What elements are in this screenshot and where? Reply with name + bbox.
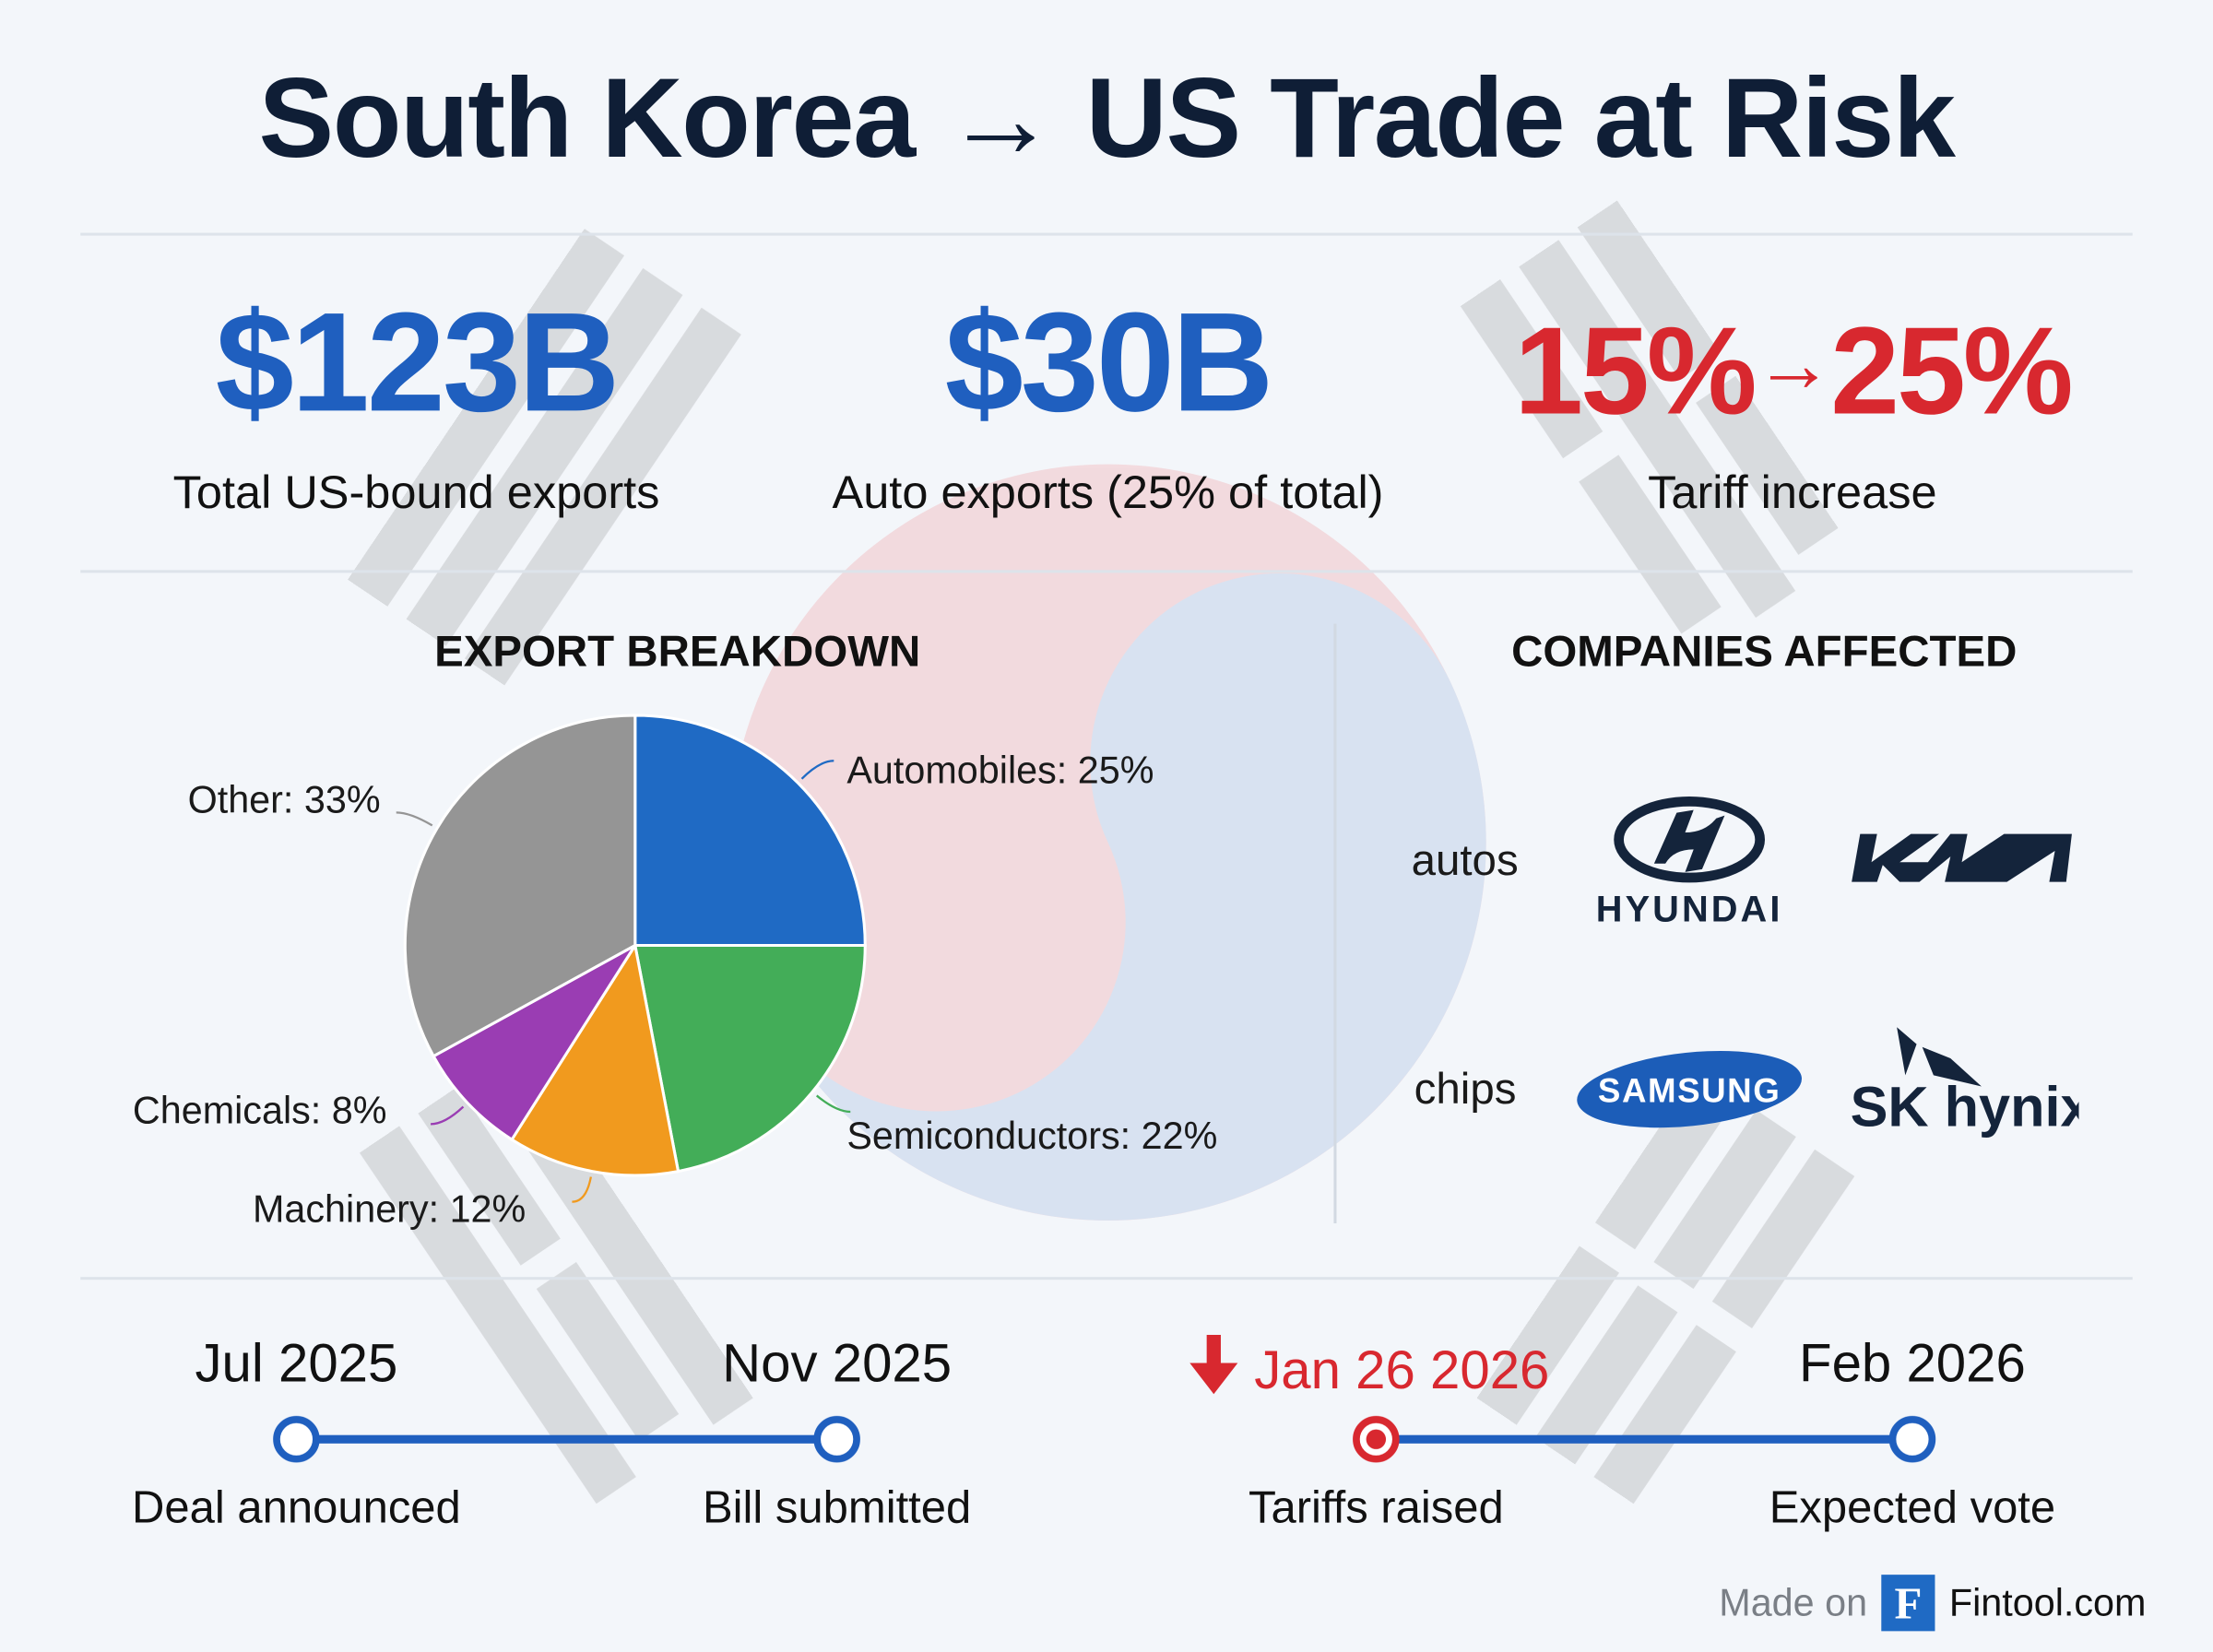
timeline-label: Bill submitted [702, 1481, 972, 1533]
divider [1333, 623, 1337, 1224]
pie-label-semiconductors: Semiconductors: 22% [846, 1115, 1218, 1158]
svg-text:SAMSUNG: SAMSUNG [1598, 1071, 1781, 1109]
svg-text:HYUNDAI: HYUNDAI [1596, 889, 1783, 929]
fintool-link[interactable]: Fintool.com [1948, 1581, 2147, 1623]
sk-hynix-logo: SK hynix [1851, 1027, 2079, 1138]
kpi-auto-exports-label: Auto exports (25% of total) [832, 466, 1384, 518]
kpi-tariff-value: 15%→25% [1439, 299, 2145, 442]
pie-leader-line [800, 760, 834, 780]
pie-label-automobiles: Automobiles: 25% [846, 749, 1154, 792]
pie-label-other: Other: 33% [187, 778, 381, 821]
category-chips: chips [1414, 1064, 1517, 1114]
pie-leader-line [572, 1176, 593, 1203]
kpi-auto-exports-value: $30B [944, 283, 1274, 442]
kia-logo [1852, 833, 2072, 882]
timeline-date: Jul 2025 [195, 1334, 398, 1395]
pie-slice-other [403, 714, 637, 1058]
companies-heading: COMPANIES AFFECTED [1511, 626, 2018, 677]
fintool-logo: F [1881, 1575, 1935, 1632]
pie-leader-line [815, 1094, 851, 1114]
timeline-label: Tariffs raised [1248, 1481, 1504, 1533]
pie-slice-automobiles [633, 714, 867, 948]
timeline-node [273, 1415, 320, 1463]
kpi-total-exports-label: Total US-bound exports [172, 466, 660, 518]
timeline-date-highlight: Jan 26 2026 [1143, 1334, 1595, 1402]
kpi-total-exports-value: $123B [215, 283, 621, 442]
hyundai-logo: HYUNDAI [1596, 796, 1783, 929]
export-breakdown-heading: EXPORT BREAKDOWN [434, 626, 921, 677]
pie-leader-line [396, 811, 433, 827]
pie-slice-machinery [509, 941, 680, 1177]
divider [80, 232, 2133, 236]
made-on-text: Made on [1719, 1581, 1868, 1623]
kpi-tariff-label: Tariff increase [1648, 466, 1937, 518]
pie-label-chemicals: Chemicals: 8% [132, 1089, 387, 1132]
pie-leader-line [430, 1105, 465, 1126]
category-autos: autos [1411, 835, 1519, 885]
page-title: South Korea → US Trade at Risk [258, 54, 1956, 181]
arrow-down-icon [1189, 1334, 1238, 1395]
footer-attribution: Made on F Fintool.com [1719, 1575, 2147, 1632]
samsung-logo: SAMSUNG [1577, 1051, 1802, 1128]
timeline-node [813, 1415, 860, 1463]
tariff-from: 15% [1514, 301, 1757, 441]
tariff-to: 25% [1830, 301, 2073, 441]
pie-label-machinery: Machinery: 12% [252, 1187, 527, 1231]
timeline-date: Feb 2026 [1799, 1334, 2026, 1395]
timeline-node [1888, 1415, 1936, 1463]
pie-slice-semiconductors [633, 943, 867, 1174]
timeline-date: Nov 2025 [722, 1334, 953, 1395]
svg-text:SK hynix: SK hynix [1851, 1075, 2079, 1138]
pie-slice-chemicals [432, 944, 637, 1142]
timeline-track [273, 1415, 1936, 1463]
divider [80, 570, 2133, 573]
timeline-label: Expected vote [1769, 1481, 2056, 1533]
divider [80, 1277, 2133, 1280]
arrow-right-icon: → [1754, 318, 1834, 408]
timeline-label: Deal announced [132, 1481, 461, 1533]
export-pie-chart [396, 714, 867, 1203]
